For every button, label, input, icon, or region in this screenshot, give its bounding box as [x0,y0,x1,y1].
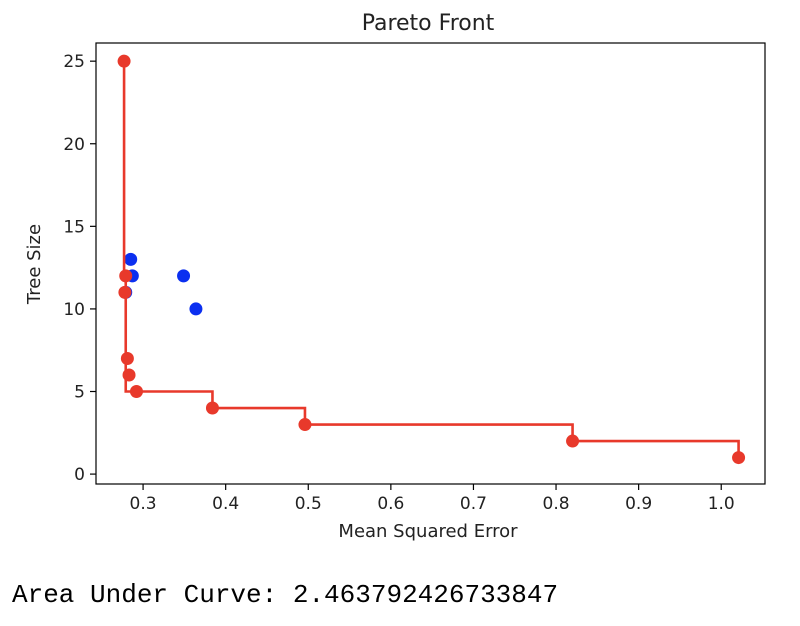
scatter-point-series-2 [566,434,580,448]
y-tick-label: 25 [63,52,85,72]
scatter-point-series-2 [205,401,219,415]
pareto-step-line [122,61,740,458]
scatter-point-series-2 [298,418,312,432]
scatter-point-series-2 [122,368,136,382]
y-tick-label: 5 [74,383,85,403]
scatter-point-series-2 [119,269,133,283]
scatter-point-series-2 [118,285,132,299]
scatter-point-series-1 [189,302,203,316]
x-tick-label: 0.8 [543,494,570,514]
x-tick-label: 0.9 [625,494,652,514]
scatter-point-series-1 [177,269,191,283]
x-axis-label: Mean Squared Error [338,521,518,542]
x-tick-label: 0.4 [212,494,239,514]
scatter-point-series-2 [117,54,131,68]
scatter-point-series-1 [124,252,138,266]
y-tick-label: 20 [63,135,85,155]
auc-output-text: Area Under Curve: 2.463792426733847 [12,580,559,610]
scatter-point-series-2 [732,451,746,465]
y-axis: 0 5 10 15 20 25 [63,52,96,485]
axes-frame [95,42,766,485]
x-tick-label: 0.6 [377,494,404,514]
scatter-point-series-2 [120,351,134,365]
x-tick-label: 1.0 [708,494,735,514]
x-tick-label: 0.7 [460,494,487,514]
y-tick-label: 15 [63,217,85,237]
x-axis: 0.3 0.4 0.5 0.6 0.7 0.8 0.9 1.0 [130,484,735,514]
chart-title: Pareto Front [362,11,495,36]
y-axis-label: Tree Size [24,224,45,305]
y-tick-label: 10 [63,300,85,320]
plot-area [117,54,746,465]
x-tick-label: 0.5 [295,494,322,514]
x-tick-label: 0.3 [130,494,157,514]
y-tick-label: 0 [74,465,85,485]
pareto-chart: Pareto Front 0.3 0.4 0.5 0.6 0.7 0.8 0.9 1.0 0 5… [24,11,766,542]
scatter-point-series-2 [129,385,143,399]
